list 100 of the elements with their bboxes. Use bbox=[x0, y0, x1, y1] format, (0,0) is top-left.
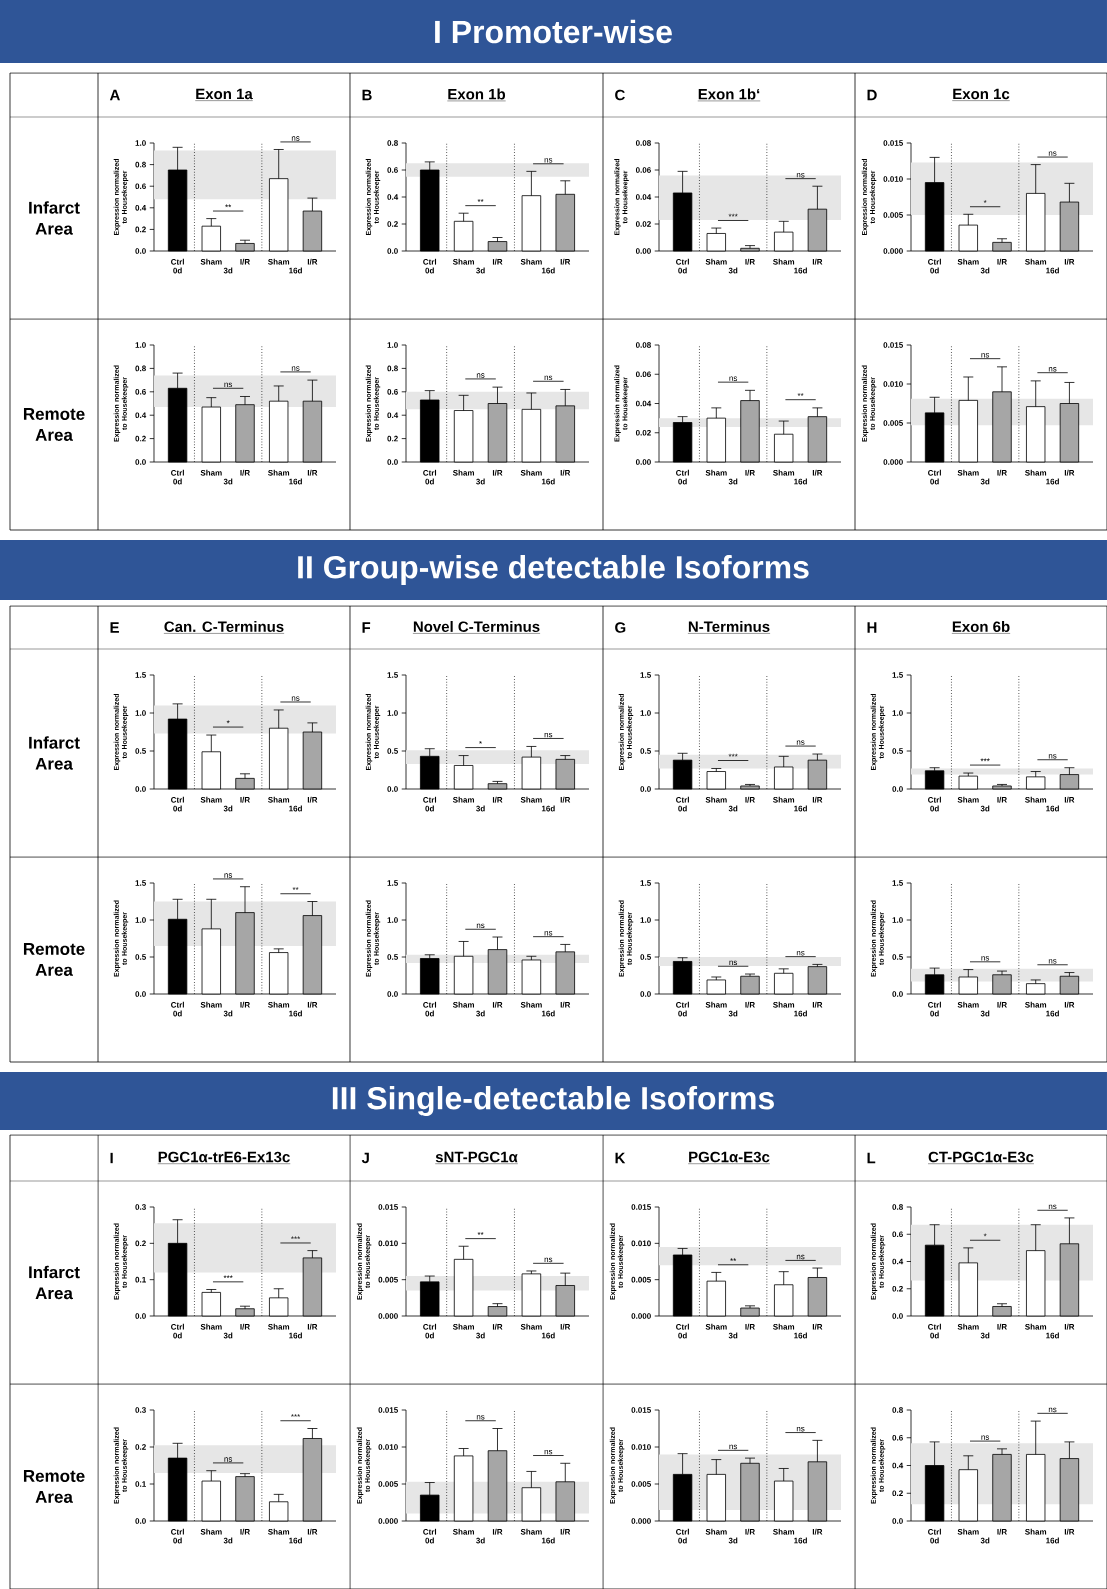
chart-title: PGC1α-trE6-Ex13c bbox=[158, 1151, 290, 1163]
y-tick-label: 0.0 bbox=[640, 991, 651, 997]
annotation: *** bbox=[728, 213, 738, 217]
x-tick-label: Sham bbox=[705, 1323, 727, 1330]
annotation: *** bbox=[291, 1236, 301, 1240]
x-tick-label: Sham bbox=[520, 1528, 542, 1535]
y-tick-label: 0.5 bbox=[135, 954, 146, 960]
annotation: ns bbox=[1048, 959, 1057, 964]
text: 0d bbox=[425, 1010, 434, 1017]
y-tick-label: 0.6 bbox=[135, 388, 146, 395]
chart-title: Exon 6b bbox=[952, 621, 1010, 633]
text: 0d bbox=[425, 805, 434, 812]
x-tick-label: Sham bbox=[520, 469, 542, 476]
y-tick-label: 0.5 bbox=[387, 954, 398, 960]
y-tick-label: 0.0 bbox=[135, 991, 146, 997]
x-tick-label: I/R bbox=[997, 1001, 1007, 1008]
text: ns bbox=[224, 873, 233, 878]
x-tick-label: Sham bbox=[452, 258, 475, 265]
text: 0d bbox=[425, 478, 434, 485]
x-tick-label: Sham bbox=[268, 469, 290, 476]
y-tick-label: 1.0 bbox=[640, 917, 651, 923]
annotation: ns bbox=[476, 923, 485, 929]
x-tick-label: I/R bbox=[997, 796, 1007, 803]
annotation: ns bbox=[544, 375, 553, 381]
x-tick-label: I/R bbox=[492, 1001, 503, 1008]
text: 0d bbox=[678, 1010, 687, 1017]
chart-title: Novel C-Terminus bbox=[413, 621, 540, 633]
x-tick-label: Sham bbox=[200, 469, 222, 476]
annotation: *** bbox=[291, 1414, 301, 1417]
x-tick-label: I/R bbox=[307, 469, 318, 476]
y-tick-label: 1.0 bbox=[135, 140, 146, 146]
x-tick-label: Sham bbox=[268, 1528, 290, 1535]
y-tick-label: 0.0 bbox=[387, 786, 398, 792]
text: 0d bbox=[173, 1010, 182, 1017]
y-tick-label: 0.8 bbox=[387, 365, 398, 372]
annotation: ns bbox=[291, 366, 300, 371]
y-tick-label: 0.015 bbox=[883, 140, 903, 146]
y-tick-label: 0.2 bbox=[135, 1444, 146, 1450]
x-tick-label: Sham bbox=[773, 1323, 795, 1330]
annotation: ns bbox=[544, 931, 553, 936]
y-tick-label: 0.06 bbox=[635, 371, 651, 378]
x-tick-label: I/R bbox=[492, 796, 503, 803]
y-tick-label: 0.1 bbox=[135, 1276, 146, 1283]
x-tick-label: Ctrl bbox=[423, 1323, 437, 1330]
x-tick-label: Ctrl bbox=[928, 1323, 941, 1330]
text: I Promoter-wise bbox=[435, 19, 672, 44]
y-tick-label: 1.0 bbox=[387, 342, 398, 348]
annotation: ns bbox=[1048, 151, 1057, 156]
text: 0d bbox=[930, 805, 939, 812]
x-tick-label: Sham bbox=[452, 469, 475, 476]
chart-subtitle: L bbox=[867, 1152, 876, 1164]
annotation: ns bbox=[544, 1257, 553, 1263]
y-tick-label: 0.4 bbox=[135, 412, 147, 419]
y-tick-label: 0.0 bbox=[387, 459, 398, 465]
x-tick-label: Sham bbox=[200, 1528, 222, 1535]
chart-subtitle: D bbox=[867, 89, 877, 101]
text: 3d bbox=[728, 1010, 738, 1017]
annotation: ns bbox=[224, 382, 233, 388]
y-tick-label: 0.015 bbox=[378, 1204, 398, 1210]
x-tick-label: Sham bbox=[520, 796, 542, 803]
text: ns bbox=[291, 136, 300, 141]
text: 16d bbox=[1046, 1537, 1059, 1544]
annotation: * bbox=[983, 200, 987, 203]
annotation: * bbox=[983, 1233, 987, 1237]
chart-title: Can. C-Terminus bbox=[164, 621, 284, 633]
annotation: ** bbox=[730, 1258, 737, 1261]
annotation: *** bbox=[223, 1275, 233, 1278]
text: 16d bbox=[289, 1537, 302, 1544]
y-tick-label: 0.5 bbox=[135, 748, 146, 754]
x-tick-label: I/R bbox=[812, 796, 823, 803]
y-tick-label: 1.0 bbox=[387, 710, 398, 716]
x-tick-label: Ctrl bbox=[928, 1528, 941, 1535]
x-tick-label: I/R bbox=[745, 1528, 755, 1535]
text: 16d bbox=[541, 267, 555, 274]
y-tick-label: 0.3 bbox=[135, 1407, 146, 1413]
text: 0d bbox=[678, 805, 687, 812]
y-tick-label: 0.0 bbox=[387, 991, 398, 997]
x-tick-label: I/R bbox=[812, 1528, 823, 1535]
chart-subtitle: G bbox=[615, 622, 626, 633]
x-tick-label: Ctrl bbox=[928, 796, 941, 803]
x-tick-label: Sham bbox=[705, 469, 727, 476]
x-tick-label: Sham bbox=[705, 1528, 727, 1535]
x-tick-label: I/R bbox=[307, 1528, 318, 1535]
y-tick-label: 0.0 bbox=[892, 1518, 903, 1524]
y-tick-label: 0.06 bbox=[635, 167, 651, 173]
annotation: ns bbox=[544, 158, 553, 163]
y-tick-label: 0.8 bbox=[135, 161, 146, 168]
text: 0d bbox=[173, 805, 182, 812]
y-tick-label: 0.6 bbox=[892, 1231, 903, 1238]
y-tick-label: 1.0 bbox=[387, 917, 398, 923]
y-tick-label: 0.6 bbox=[387, 388, 398, 395]
text: 3d bbox=[476, 478, 485, 485]
annotation: ns bbox=[1048, 754, 1057, 759]
text: 16d bbox=[541, 805, 555, 812]
x-tick-label: I/R bbox=[997, 258, 1007, 265]
y-tick-label: 0.000 bbox=[378, 1518, 398, 1524]
text: 3d bbox=[223, 805, 233, 812]
y-tick-label: 0.4 bbox=[387, 412, 399, 419]
text: 16d bbox=[794, 478, 807, 485]
x-tick-label: I/R bbox=[997, 1323, 1007, 1330]
